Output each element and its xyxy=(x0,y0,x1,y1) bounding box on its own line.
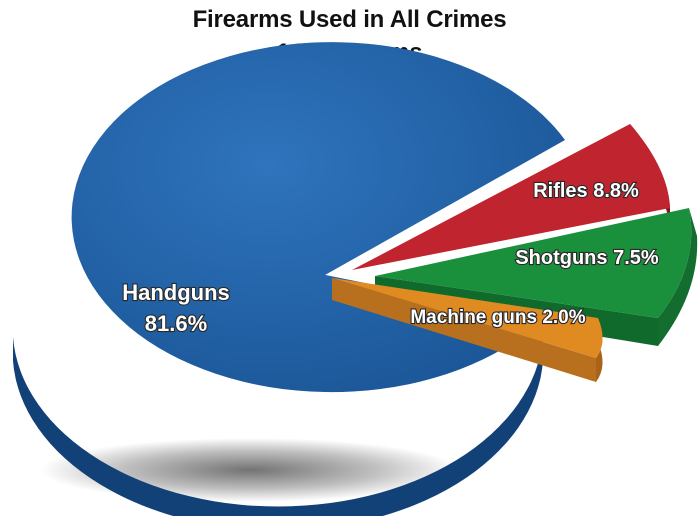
slice-machine-guns-top xyxy=(332,278,603,358)
slice-machine-guns xyxy=(332,278,603,382)
slice-shotguns-side xyxy=(658,208,698,346)
label-handguns-name: Handguns xyxy=(122,280,230,305)
slice-machine-guns-bottom-side xyxy=(332,278,596,382)
label-shotguns: Shotguns 7.5% xyxy=(515,247,659,269)
label-rifles: Rifles 8.8% xyxy=(533,180,639,202)
slice-rifles xyxy=(352,124,670,270)
slice-rifles-top xyxy=(352,124,670,270)
label-handguns-value: 81.6% xyxy=(145,311,207,336)
label-machine-guns: Machine guns 2.0% xyxy=(410,307,585,328)
chart-title: Firearms Used in All Crimes xyxy=(192,6,507,33)
slice-shotguns-top xyxy=(375,208,692,318)
